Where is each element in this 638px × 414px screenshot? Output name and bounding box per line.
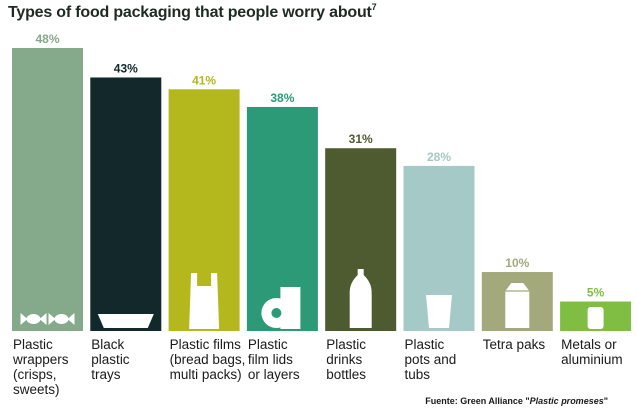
bar-group: 10% Tetra paks	[481, 256, 553, 352]
category-label: Plastic pots and tubs	[405, 337, 457, 382]
carton-icon	[505, 283, 530, 328]
category-label-line: tubs	[405, 367, 431, 382]
category-label-line: multi packs)	[170, 367, 242, 382]
category-label-line: trays	[91, 367, 121, 382]
category-label-line: drinks	[326, 352, 362, 367]
tub-icon	[426, 295, 452, 328]
category-label-line: aluminium	[561, 352, 623, 367]
category-label: Plastic films (bread bags, multi packs)	[170, 337, 246, 382]
tray-shape	[97, 314, 154, 328]
category-label-line: or layers	[248, 367, 300, 382]
category-label-line: Plastic	[405, 337, 445, 352]
carton-shape	[505, 283, 530, 328]
bar-value-label: 38%	[270, 91, 294, 105]
bottle-shape	[349, 269, 372, 328]
bar	[12, 48, 83, 331]
source-suffix: "	[603, 396, 608, 406]
category-label-line: bottles	[326, 367, 366, 382]
category-label-line: Black	[91, 337, 124, 352]
bar-group: 43% Black plastic trays	[90, 61, 162, 382]
category-label: Plastic drinks bottles	[326, 337, 366, 382]
chart-title: Types of food packaging that people worr…	[8, 2, 377, 22]
bar-value-label: 5%	[587, 286, 605, 300]
bar-value-label: 41%	[192, 73, 216, 87]
category-label-line: Plastic	[13, 337, 53, 352]
wrapped-sweets-icon	[20, 313, 75, 325]
bar-value-label: 48%	[35, 32, 59, 46]
source-prefix: Fuente: Green Alliance "	[425, 396, 530, 406]
bar-group: 31% Plastic drinks bottles	[325, 132, 397, 382]
bar-group: 41% Plastic films (bread bags, multi packs)	[168, 73, 246, 382]
bar-group: 38% Plastic film lids or layers	[246, 91, 318, 382]
category-label-line: sweets)	[13, 382, 60, 397]
category-label: Black plastic trays	[91, 337, 130, 382]
category-label: Plastic film lids or layers	[248, 337, 300, 382]
film-roll-icon	[261, 287, 301, 329]
category-label-line: Plastic films	[170, 337, 242, 352]
sweet-body	[26, 314, 41, 324]
bar-value-label: 10%	[505, 256, 529, 270]
sweet-wrapper-end	[67, 313, 75, 325]
bottle-icon	[349, 269, 372, 328]
roll-core	[271, 308, 282, 318]
category-label-line: Plastic	[326, 337, 366, 352]
category-label-line: Metals or	[561, 337, 617, 352]
source-note: Fuente: Green Alliance "Plastic promeses…	[425, 396, 608, 406]
category-label-line: plastic	[91, 352, 130, 367]
category-label-line: (crisps,	[13, 367, 57, 382]
can-shape	[587, 307, 604, 329]
category-label-line: (bread bags,	[170, 352, 246, 367]
bar-value-label: 43%	[114, 61, 138, 75]
category-label: Metals or aluminium	[561, 337, 623, 367]
carrier-bag-icon	[189, 273, 220, 329]
category-label-line: pots and	[405, 352, 457, 367]
title-footnote-marker: 7	[371, 2, 377, 12]
bag-shape	[189, 273, 220, 329]
category-label-line: film lids	[248, 352, 293, 367]
tray-icon	[97, 314, 154, 328]
bar-value-label: 31%	[349, 132, 373, 146]
can-icon	[587, 307, 604, 329]
bar	[90, 77, 162, 332]
category-label-line: Tetra paks	[483, 337, 546, 352]
bar-group: 28% Plastic pots and tubs	[403, 150, 475, 382]
sweet-wrapper-end	[39, 313, 47, 325]
sweet-wrapper-end	[20, 313, 28, 325]
category-label-line: Plastic	[248, 337, 288, 352]
bar-group: 48% Plastic wrappers (crisps, sweets)	[12, 32, 83, 397]
sweet-wrapper-end	[48, 313, 56, 325]
bar-value-label: 28%	[427, 150, 451, 164]
category-label: Tetra paks	[483, 337, 546, 352]
bar-group: 5% Metals or aluminium	[560, 286, 632, 367]
category-label-line: wrappers	[12, 352, 69, 367]
category-label: Plastic wrappers (crisps, sweets)	[12, 337, 69, 397]
tub-shape	[426, 295, 452, 328]
sweet-body	[54, 314, 69, 324]
chart-title-text: Types of food packaging that people worr…	[8, 4, 372, 21]
source-title: Plastic promeses	[529, 396, 604, 406]
